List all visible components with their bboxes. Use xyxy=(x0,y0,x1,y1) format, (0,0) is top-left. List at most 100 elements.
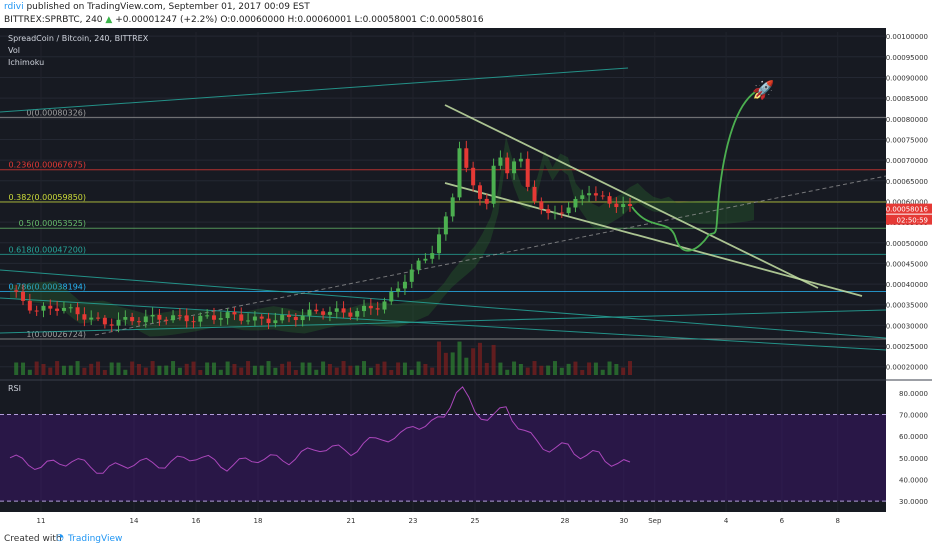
volume-bar xyxy=(505,369,510,375)
candle-body xyxy=(443,216,448,235)
volume-bar xyxy=(327,364,332,375)
volume-bar xyxy=(382,361,387,375)
countdown-label: 02:50:59 xyxy=(897,217,928,225)
candle-body xyxy=(457,148,462,198)
fibonacci-retracement[interactable]: 0(0.00080326) 0.236(0.00067675) 0.382(0.00… xyxy=(0,108,886,340)
time-tick-label: 16 xyxy=(192,517,201,525)
candle-body xyxy=(259,316,264,319)
volume-bar xyxy=(246,361,251,375)
trendlines[interactable] xyxy=(0,67,887,351)
volume-bar xyxy=(171,361,176,375)
volume-bar xyxy=(273,367,278,375)
volume-bar xyxy=(55,361,60,375)
candle-body xyxy=(246,320,251,322)
volume-bar xyxy=(123,369,128,375)
up-arrow-icon: ▲ xyxy=(105,15,113,25)
volume-bar xyxy=(355,365,360,375)
volume-bar xyxy=(27,369,32,375)
time-tick-label: 6 xyxy=(780,517,785,525)
volume-bar xyxy=(239,367,244,375)
volume-bar xyxy=(130,361,135,375)
rsi-tick-label: 50.0000 xyxy=(899,455,928,463)
volume-bar xyxy=(75,361,80,375)
rsi-tick-label: 40.0000 xyxy=(899,477,928,485)
price-tick-label: 0.00085000 xyxy=(886,95,928,103)
volume-bar xyxy=(512,361,517,375)
price-tick-label: 0.00065000 xyxy=(886,178,928,186)
candle-body xyxy=(61,307,66,311)
price-tick-label: 0.00060000 xyxy=(886,198,928,206)
tradingview-brand[interactable]: TradingView xyxy=(68,534,123,544)
price-tick-label: 0.00095000 xyxy=(886,54,928,62)
trendline xyxy=(444,182,863,297)
volume-bar xyxy=(89,363,94,375)
rsi-tick-label: 70.0000 xyxy=(899,412,928,420)
fib-level-label: 0.5(0.00053525) xyxy=(19,219,86,228)
chart-canvas[interactable]: 0(0.00080326) 0.236(0.00067675) 0.382(0.00… xyxy=(0,28,932,528)
time-tick-label: 8 xyxy=(835,517,839,525)
candle-body xyxy=(546,209,551,214)
volume-bar xyxy=(198,369,203,375)
volume-bar xyxy=(280,363,285,375)
candle-body xyxy=(628,204,632,206)
volume-bar xyxy=(307,362,312,375)
candle-body xyxy=(416,260,421,270)
candle-body xyxy=(225,312,230,319)
candle-body xyxy=(484,198,489,204)
candle-body xyxy=(157,314,162,320)
time-tick-label: 18 xyxy=(254,517,263,525)
volume-bar xyxy=(177,367,182,375)
volume-bar xyxy=(293,369,298,375)
time-tick-label: 25 xyxy=(471,517,480,525)
candle-body xyxy=(164,319,169,321)
volume-bar xyxy=(423,364,428,375)
price-tick-label: 0.00070000 xyxy=(886,157,928,165)
volume-bar xyxy=(471,348,476,375)
candle-body xyxy=(184,315,189,322)
fib-level-label: 0.236(0.00067675) xyxy=(9,161,87,170)
volume-bar xyxy=(211,362,216,375)
time-tick-label: 23 xyxy=(409,517,418,525)
volume-bar xyxy=(416,361,421,375)
projection-drawing[interactable]: 🚀 xyxy=(631,79,774,252)
candle-body xyxy=(89,317,94,320)
price-tick-label: 0.00020000 xyxy=(886,364,928,372)
fib-level-label: 0(0.00080326) xyxy=(26,108,86,117)
chart-header: rdivi published on TradingView.com, Sept… xyxy=(0,0,932,28)
fib-level-label: 0.382(0.00059850) xyxy=(9,193,87,202)
volume-bar xyxy=(559,367,564,375)
candle-body xyxy=(48,305,53,309)
volume-bar xyxy=(14,362,19,375)
candle-body xyxy=(580,195,585,199)
candle-body xyxy=(525,158,530,187)
candle-body xyxy=(191,321,196,323)
candle-body xyxy=(232,312,237,315)
rsi-panel: 80.0000 70.0000 60.0000 50.0000 40.0000 30.00… xyxy=(0,379,932,506)
symbol-quote: BITTREX:SPRBTC, 240 ▲ +0.00001247 (+2.2%… xyxy=(4,15,484,25)
candle-body xyxy=(518,158,523,162)
candle-body xyxy=(430,253,435,259)
grid xyxy=(0,32,886,512)
volume-bar xyxy=(402,362,407,375)
candle-body xyxy=(55,308,60,311)
author-link[interactable]: rdivi xyxy=(4,2,24,12)
volume-bar xyxy=(518,364,523,375)
volume-bar xyxy=(362,361,367,375)
price-tick-label: 0.00050000 xyxy=(886,240,928,248)
rsi-label: RSI xyxy=(8,384,21,393)
volume-bar xyxy=(321,361,326,375)
volume-bar xyxy=(430,367,435,375)
volume-bar xyxy=(41,364,46,375)
volume-bar xyxy=(334,367,339,375)
candle-body xyxy=(464,148,469,168)
volume-bar xyxy=(389,369,394,375)
candle-body xyxy=(512,161,517,174)
rsi-tick-label: 30.0000 xyxy=(899,498,928,506)
volume-bar xyxy=(314,369,319,375)
volume-bar xyxy=(225,361,230,375)
candle-body xyxy=(82,314,87,320)
candle-body xyxy=(41,305,46,311)
volume-bar xyxy=(491,344,496,375)
volume-bar xyxy=(368,367,373,375)
candle-body xyxy=(102,317,107,325)
